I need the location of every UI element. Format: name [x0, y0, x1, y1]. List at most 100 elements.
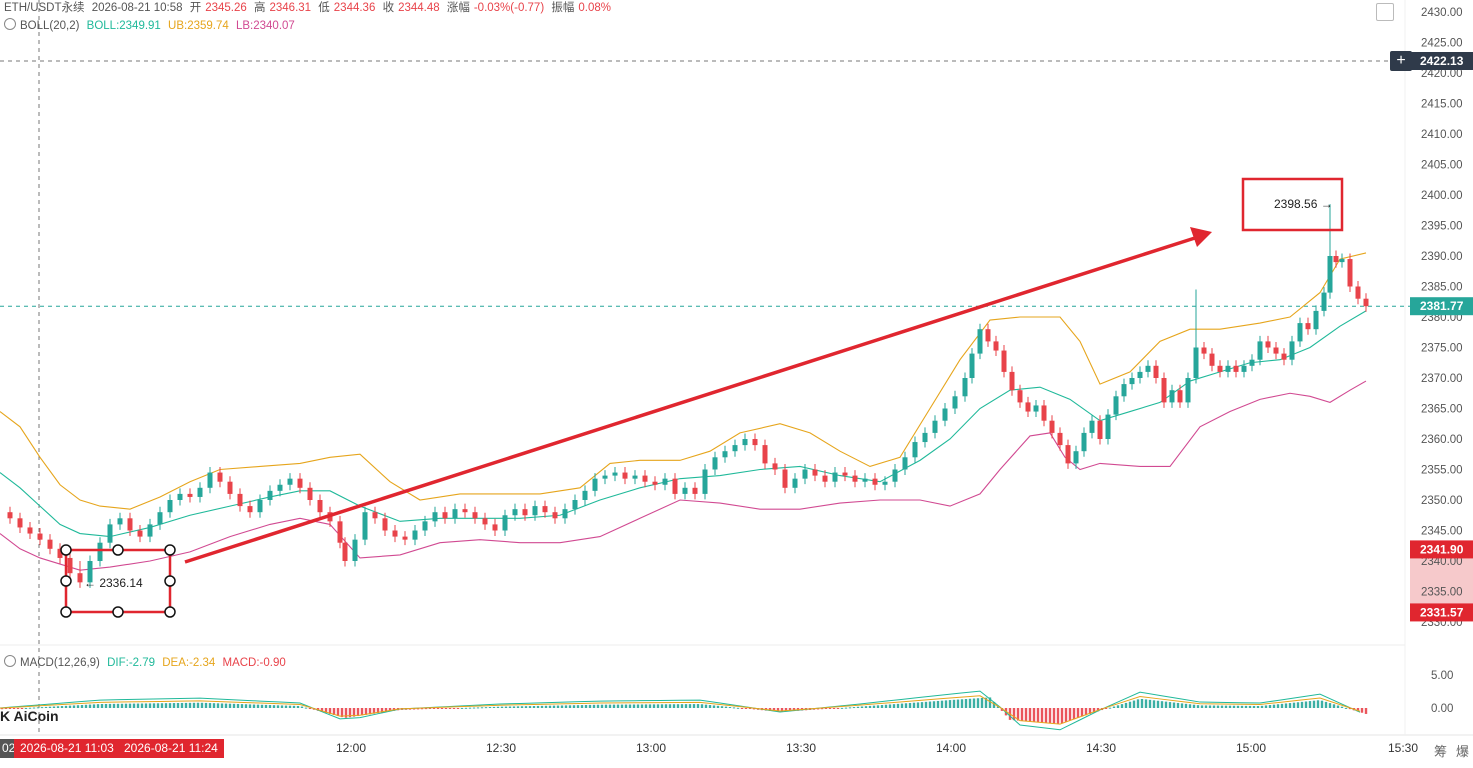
- macd-bar: [228, 703, 232, 708]
- candle-body: [1065, 445, 1071, 464]
- candle-body: [1081, 432, 1087, 452]
- candle-body: [969, 353, 975, 378]
- boll-legend[interactable]: BOLL(20,2) BOLL:2349.91 UB:2359.74 LB:23…: [4, 18, 299, 33]
- macd-bar: [1332, 704, 1336, 708]
- macd-bar: [640, 704, 644, 708]
- candle-body: [852, 475, 858, 482]
- close-label: 收: [382, 2, 395, 14]
- macd-bar: [988, 697, 992, 708]
- candle-body: [962, 378, 968, 397]
- candle-body: [372, 512, 378, 519]
- macd-bar: [948, 700, 952, 708]
- macd-bar: [296, 705, 300, 708]
- macd-bar: [156, 703, 160, 708]
- macd-bar: [972, 698, 976, 708]
- candle-body: [1105, 414, 1111, 439]
- candle-body: [1313, 310, 1319, 330]
- macd-bar: [828, 708, 832, 709]
- price-tick-label: 2350.00: [1421, 495, 1463, 507]
- candle-body: [1129, 378, 1135, 385]
- macd-bar: [488, 707, 492, 709]
- macd-bar: [1044, 708, 1048, 723]
- bell-icon[interactable]: [4, 655, 16, 667]
- macd-bar: [12, 708, 16, 709]
- macd-bar: [452, 708, 456, 709]
- macd-bar: [1084, 708, 1088, 716]
- macd-bar: [460, 707, 464, 709]
- macd-bar: [444, 708, 448, 709]
- bell-icon[interactable]: [4, 18, 16, 30]
- macd-bar: [636, 704, 640, 708]
- macd-bar: [692, 704, 696, 708]
- candle-body: [317, 500, 323, 513]
- price-tick-label: 2415.00: [1421, 99, 1463, 111]
- macd-bar: [1152, 700, 1156, 708]
- macd-bar: [476, 707, 480, 709]
- macd-bar: [420, 708, 424, 710]
- candle-body: [993, 341, 999, 351]
- macd-bar: [1112, 706, 1116, 708]
- candle-body: [1177, 390, 1183, 403]
- macd-bar: [508, 706, 512, 708]
- macd-bar: [28, 707, 32, 709]
- macd-bar: [696, 704, 700, 708]
- candle-body: [7, 512, 13, 519]
- macd-bar: [836, 708, 840, 709]
- time-tick-label: 14:30: [1086, 741, 1116, 755]
- candle-body: [127, 518, 133, 531]
- candle-body: [522, 509, 528, 516]
- macd-bar: [224, 703, 228, 708]
- macd-bar: [348, 708, 352, 718]
- macd-bar: [352, 708, 356, 717]
- macd-bar: [520, 706, 524, 708]
- macd-bar: [664, 704, 668, 708]
- macd-bar: [1340, 706, 1344, 708]
- macd-bar: [428, 708, 432, 709]
- macd-legend[interactable]: MACD(12,26,9) DIF:-2.79 DEA:-2.34 MACD:-…: [4, 655, 290, 670]
- macd-bar: [1356, 708, 1360, 712]
- macd-bar: [612, 704, 616, 708]
- plus-icon[interactable]: +: [1390, 51, 1412, 71]
- macd-bar: [1116, 705, 1120, 708]
- macd-bar: [872, 705, 876, 708]
- macd-bar: [344, 708, 348, 718]
- liquidation-icon[interactable]: 爆: [1456, 744, 1470, 759]
- macd-bar: [1192, 704, 1196, 708]
- time-tag-start: 2026-08-21 11:03: [14, 739, 120, 758]
- macd-bar: [544, 705, 548, 708]
- candle-body: [1363, 298, 1369, 307]
- macd-bar: [212, 703, 216, 708]
- macd-bar: [304, 707, 308, 709]
- macd-bar: [1360, 708, 1364, 713]
- macd-bar: [1212, 705, 1216, 708]
- zone-bottom-tag: 2331.57: [1420, 605, 1464, 619]
- selection-handle: [60, 544, 72, 556]
- macd-bar: [440, 708, 444, 709]
- aicoin-logo: K AiCoin: [0, 708, 59, 724]
- macd-bar: [1032, 708, 1036, 722]
- price-tick-label: 2360.00: [1421, 434, 1463, 446]
- candle-body: [592, 478, 598, 491]
- macd-bar: [388, 708, 392, 712]
- expand-icon[interactable]: [1376, 3, 1394, 21]
- candle-body: [1153, 365, 1159, 378]
- macd-bar: [1240, 705, 1244, 708]
- macd-bar: [1196, 705, 1200, 708]
- macd-bar: [280, 705, 284, 708]
- macd-bar: [876, 705, 880, 708]
- macd-bar: [616, 704, 620, 708]
- macd-bar: [744, 708, 748, 709]
- candle-body: [137, 530, 143, 537]
- chips-icon[interactable]: 筹: [1434, 744, 1448, 759]
- macd-bar: [16, 708, 20, 709]
- low-price-marker: ← 2336.14: [84, 576, 143, 590]
- macd-bar: [1156, 700, 1160, 708]
- macd-bar: [1204, 705, 1208, 708]
- macd-bar: [1268, 705, 1272, 708]
- macd-bar: [376, 708, 380, 714]
- candle-body: [842, 472, 848, 476]
- candle-body: [362, 512, 368, 540]
- macd-bar: [148, 703, 152, 708]
